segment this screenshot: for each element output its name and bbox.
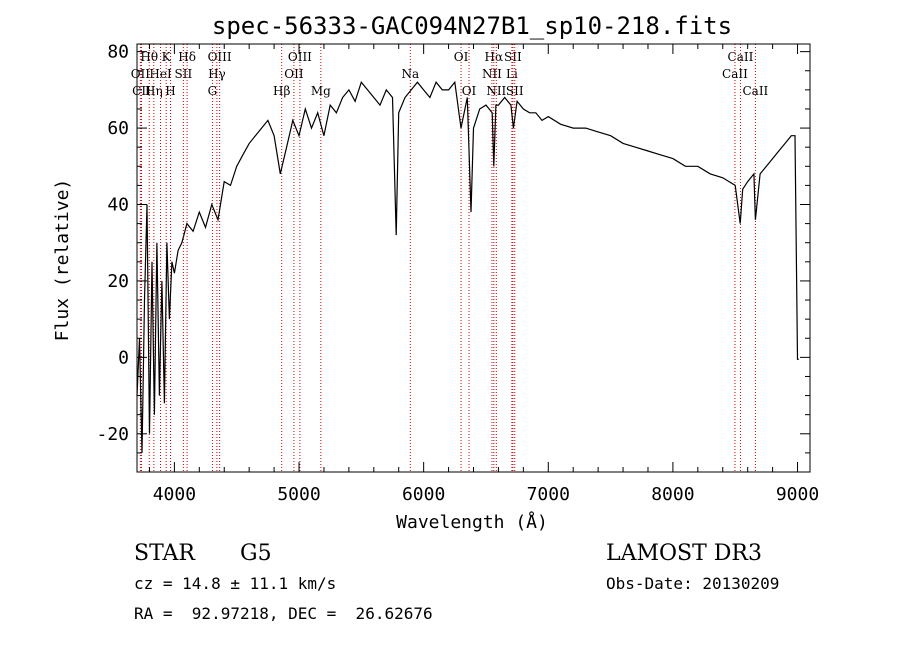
spectral-line-label-6: H	[165, 84, 175, 98]
obs-date: Obs-Date: 20130209	[606, 574, 780, 593]
spectral-line-label-11: G	[208, 84, 218, 98]
y-tick-label-4: 60	[107, 118, 129, 139]
object-type: STAR	[134, 541, 195, 566]
redshift-text: cz = 14.8 ± 11.1 km/s	[134, 574, 337, 593]
y-axis-label: Flux (relative)	[52, 179, 73, 342]
spectral-line-label-18: OI	[462, 84, 477, 98]
spectral-line-label-14: OII	[284, 67, 304, 81]
flux-line	[136, 80, 799, 453]
flux-series	[136, 80, 799, 453]
y-tick-label-3: 40	[107, 195, 129, 216]
survey-name: LAMOST DR3	[606, 541, 762, 566]
x-tick-label-4: 8000	[651, 484, 694, 505]
spectral-line-label-24: SII	[506, 84, 524, 98]
spectral-line-label-5: K	[162, 50, 172, 64]
spectral-line-label-4: HeI	[149, 67, 172, 81]
spectral-line-label-3: Hη	[145, 84, 163, 98]
x-tick-label-2: 6000	[402, 484, 445, 505]
plot-frame	[136, 43, 811, 473]
spectral-line-label-22: SII	[504, 50, 522, 64]
spectral-line-label-17: OI	[454, 50, 469, 64]
spectral-line-label-20: NII	[482, 67, 502, 81]
x-tick-label-3: 7000	[527, 484, 570, 505]
spectral-line-label-21: NII	[486, 84, 506, 98]
x-tick-label-0: 4000	[153, 484, 196, 505]
spectral-line-label-15: Mg	[311, 84, 331, 98]
spectral-line-label-13: OIII	[288, 50, 312, 64]
spectral-line-label-25: CaII	[728, 50, 754, 64]
spectral-line-label-10: Hγ	[208, 67, 226, 81]
spectral-line-label-26: CaII	[722, 67, 748, 81]
axis-ticks: 4000 5000 6000 7000 8000 9000 -20 0 20 40 60 80	[96, 42, 819, 505]
subclass: G5	[240, 541, 272, 566]
y-tick-label-1: 0	[118, 347, 129, 368]
y-tick-label-5: 80	[107, 42, 129, 63]
spectral-line-label-8: Hδ	[178, 50, 196, 64]
spectral-line-label-12: Hβ	[273, 84, 290, 98]
chart-title: spec-56333-GAC094N27B1_sp10-218.fits	[212, 12, 732, 40]
spectral-line-label-9: OIII	[208, 50, 232, 64]
y-tick-label-0: -20	[96, 424, 129, 445]
spectral-line-label-19: Hα	[485, 50, 504, 64]
spectral-line-label-1: OII	[131, 67, 151, 81]
x-tick-label-1: 5000	[277, 484, 320, 505]
spectral-line-label-7: SII	[175, 67, 193, 81]
spectral-line-label-27: CaII	[742, 84, 768, 98]
y-tick-label-2: 20	[107, 271, 129, 292]
coordinates: RA = 92.97218, DEC = 26.62676	[134, 604, 433, 623]
spectral-line-label-16: Na	[401, 67, 419, 81]
x-axis-label: Wavelength (Å)	[396, 511, 548, 533]
x-tick-label-5: 9000	[776, 484, 819, 505]
spectral-line-label-23: Li	[506, 67, 518, 81]
